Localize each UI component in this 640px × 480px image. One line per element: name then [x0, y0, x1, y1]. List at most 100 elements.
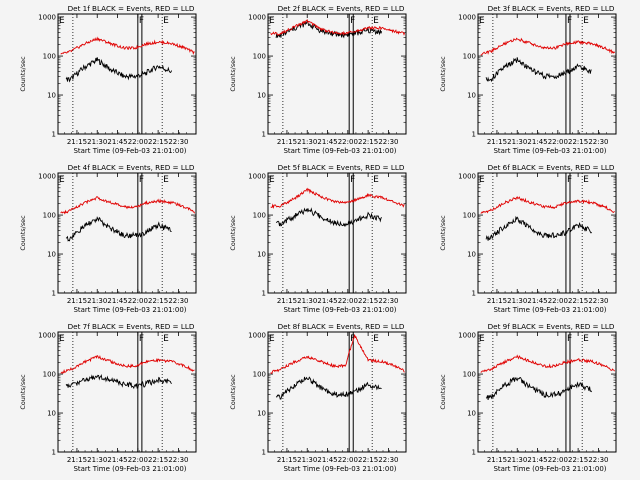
panel-title: Det 4f BLACK = Events, RED = LLD [68, 163, 195, 172]
y-tick-label: 100 [253, 53, 266, 61]
x-tick-label: 22:15 [568, 297, 588, 305]
flag-label: E [479, 16, 485, 26]
x-axis-label: Start Time (09-Feb-03 21:01:00) [283, 306, 396, 314]
y-tick-label: 1 [52, 449, 56, 457]
y-tick-label: 1 [262, 290, 266, 298]
y-axis-label: Counts/sec [439, 374, 447, 410]
x-tick-label: 22:15 [568, 138, 588, 146]
x-tick-label: 22:15 [358, 456, 378, 464]
x-tick-label: 21:15 [67, 456, 87, 464]
x-tick-label: 21:15 [487, 138, 507, 146]
flag-label: F [139, 16, 144, 26]
y-tick-label: 100 [463, 212, 476, 220]
x-tick-label: 21:30 [507, 456, 527, 464]
x-tick-label: 21:45 [527, 138, 547, 146]
x-tick-label: 21:30 [297, 297, 317, 305]
events-series-line [485, 376, 592, 400]
flag-label: E [583, 334, 589, 344]
lld-series-line [480, 196, 615, 214]
x-tick-label: 21:30 [87, 297, 107, 305]
flag-label: E [373, 175, 379, 185]
plot-frame [267, 172, 407, 294]
flag-label: F [139, 334, 144, 344]
plot-frame [477, 172, 617, 294]
flag-label: E [373, 334, 379, 344]
x-tick-label: 21:30 [297, 456, 317, 464]
x-tick-label: 21:45 [107, 297, 127, 305]
flag-label: E [373, 16, 379, 26]
y-tick-label: 1000 [38, 173, 56, 181]
flag-label: E [269, 175, 275, 185]
events-series-line [275, 376, 382, 400]
panel-title: Det 5f BLACK = Events, RED = LLD [278, 163, 405, 172]
y-tick-label: 100 [463, 53, 476, 61]
y-tick-label: 100 [43, 53, 56, 61]
x-tick-label: 22:30 [378, 138, 398, 146]
y-tick-label: 1000 [248, 173, 266, 181]
flag-label: E [59, 334, 65, 344]
flag-label: F [567, 334, 572, 344]
lld-series-line [270, 187, 405, 209]
y-tick-label: 10 [47, 410, 56, 418]
y-tick-label: 1000 [248, 14, 266, 22]
x-axis-label: Start Time (09-Feb-03 21:01:00) [73, 465, 186, 473]
y-axis-label: Counts/sec [229, 215, 237, 251]
flag-label: E [59, 175, 65, 185]
y-tick-label: 1 [472, 449, 476, 457]
x-tick-label: 22:30 [588, 297, 608, 305]
y-tick-label: 100 [253, 212, 266, 220]
flag-label: E [163, 175, 169, 185]
x-tick-label: 22:30 [168, 297, 188, 305]
panel-title: Det 2f BLACK = Events, RED = LLD [278, 4, 405, 13]
x-tick-label: 22:00 [128, 456, 148, 464]
panel-title: Det 6f BLACK = Events, RED = LLD [488, 163, 615, 172]
y-tick-label: 1 [262, 131, 266, 139]
x-axis-label: Start Time (09-Feb-03 21:01:00) [73, 306, 186, 314]
events-series-line [275, 207, 382, 228]
y-tick-label: 10 [47, 251, 56, 259]
x-tick-label: 21:45 [527, 297, 547, 305]
y-tick-label: 1000 [458, 14, 476, 22]
panel-det-3: Det 3f BLACK = Events, RED = LLD Counts/s… [439, 4, 617, 155]
x-tick-label: 22:00 [338, 138, 358, 146]
lld-series-line [60, 354, 195, 374]
y-tick-label: 100 [43, 371, 56, 379]
x-tick-label: 22:15 [568, 456, 588, 464]
flag-label: E [163, 334, 169, 344]
y-tick-label: 100 [463, 371, 476, 379]
y-tick-label: 1000 [458, 173, 476, 181]
flag-label: E [479, 175, 485, 185]
y-axis-label: Counts/sec [229, 374, 237, 410]
y-axis-label: Counts/sec [19, 215, 27, 251]
y-tick-label: 1 [472, 290, 476, 298]
y-tick-label: 1000 [38, 14, 56, 22]
x-axis-label: Start Time (09-Feb-03 21:01:00) [493, 306, 606, 314]
plot-frame [57, 172, 197, 294]
x-tick-label: 21:45 [317, 456, 337, 464]
x-tick-label: 21:15 [277, 456, 297, 464]
flag-label: F [350, 175, 355, 185]
x-axis-label: Start Time (09-Feb-03 21:01:00) [283, 465, 396, 473]
y-tick-label: 1 [262, 449, 266, 457]
x-tick-label: 22:15 [358, 138, 378, 146]
y-tick-label: 100 [253, 371, 266, 379]
x-tick-label: 22:30 [588, 138, 608, 146]
y-tick-label: 1 [472, 131, 476, 139]
plot-frame [267, 13, 407, 135]
x-tick-label: 22:15 [148, 297, 168, 305]
x-axis-label: Start Time (09-Feb-03 21:01:00) [73, 147, 186, 155]
flag-label: F [139, 175, 144, 185]
panel-title: Det 1f BLACK = Events, RED = LLD [68, 4, 195, 13]
y-tick-label: 1000 [38, 332, 56, 340]
x-tick-label: 21:15 [277, 138, 297, 146]
flag-label: F [567, 16, 572, 26]
panel-det-9: Det 9f BLACK = Events, RED = LLD Counts/s… [439, 322, 617, 473]
x-tick-label: 21:30 [87, 456, 107, 464]
plot-frame [57, 13, 197, 135]
events-series-line [485, 57, 592, 83]
flag-label: E [163, 16, 169, 26]
lld-series-line [480, 354, 615, 373]
y-tick-label: 10 [467, 410, 476, 418]
x-tick-label: 21:30 [507, 138, 527, 146]
